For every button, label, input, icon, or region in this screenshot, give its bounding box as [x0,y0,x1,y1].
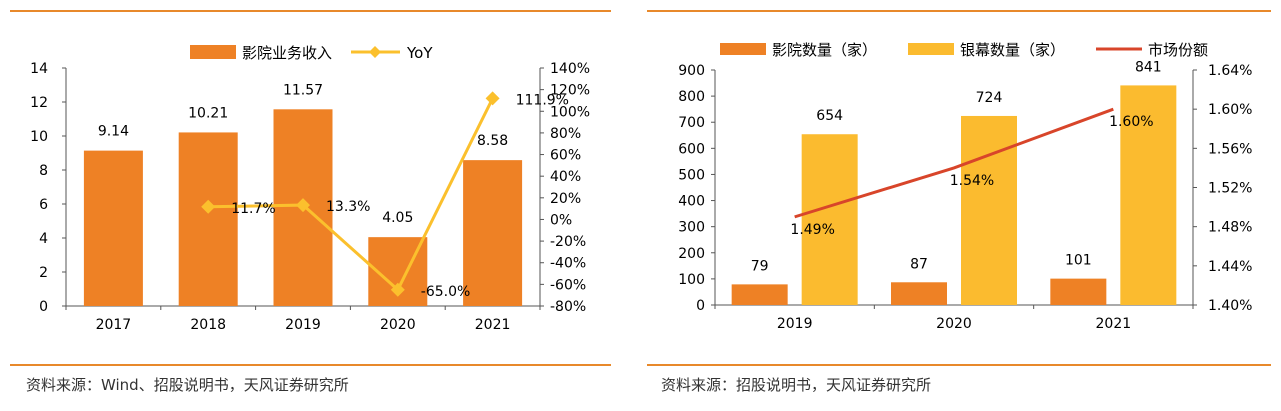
y-right-tick-label: 20% [550,191,581,207]
bar-cinema-count [891,282,947,305]
y-left-tick-label: 8 [39,163,48,179]
y-left-tick-label: 500 [678,167,705,183]
bar-value-label: 654 [816,108,843,124]
bar-value-label: 79 [751,258,769,274]
y-left-tick-label: 200 [678,246,705,262]
source-note: 资料来源：Wind、招股说明书，天风证券研究所 [26,376,349,394]
bar-screen-count [1120,85,1177,306]
yoy-point [201,199,216,214]
bottom-divider [647,364,1271,366]
x-tick-label: 2021 [475,317,511,333]
x-tick-label: 2017 [96,317,132,333]
y-right-tick-label: 1.56% [1208,141,1252,157]
y-right-tick-label: 0% [550,212,572,228]
bar-value-label: 9.14 [98,124,129,140]
y-right-tick-label: 140% [550,61,590,77]
y-right-tick-label: 1.60% [1208,102,1252,118]
bar-cinema-count [1050,278,1107,305]
legend-label-share: 市场份额 [1148,41,1208,59]
y-right-tick-label: -20% [550,234,586,250]
bar-screen-count [801,134,858,305]
y-right-tick-label: -40% [550,256,586,272]
top-divider [10,10,611,12]
y-left-tick-label: 14 [30,61,48,77]
legend-label-yoy: YoY [406,44,433,62]
bar-value-label: 87 [910,256,928,272]
yoy-value-label: -65.0% [421,284,471,300]
legend-swatch-revenue [190,45,236,59]
x-tick-label: 2019 [777,316,813,332]
bar-value-label: 4.05 [382,210,413,226]
y-right-tick-label: 1.40% [1208,298,1252,314]
market-share-label: 1.49% [790,222,834,238]
market-share-label: 1.60% [1109,114,1153,130]
y-right-tick-label: 100% [550,104,590,120]
x-tick-label: 2018 [190,317,226,333]
bar-value-label: 10.21 [188,105,228,121]
bar-screen-count [961,115,1017,305]
legend-swatch-screens [908,43,954,55]
yoy-value-label: 111.9% [516,92,569,108]
y-left-tick-label: 700 [678,115,705,131]
left-chart-panel: 0 2 4 6 8 10 12 14 -80% -60% -40% -20% 0% 20% 40% 60% 80… [0,0,620,411]
bar-cinema-count [731,284,788,305]
bar-revenue [178,132,238,306]
y-left-tick-label: 12 [30,95,48,111]
yoy-value-label: 11.7% [231,201,275,217]
y-right-tick-label: 1.44% [1208,259,1252,275]
bottom-divider [10,364,611,366]
bar-value-label: 724 [976,90,1003,106]
legend-label-cinemas: 影院数量（家） [772,41,877,59]
yoy-point [296,198,310,213]
x-tick-label: 2020 [936,316,972,332]
y-left-tick-label: 300 [678,220,705,236]
y-right-tick-label: 120% [550,83,590,99]
market-share-line [794,107,1114,219]
y-right-tick-label: 40% [550,169,581,185]
y-left-tick-label: 10 [30,129,48,145]
x-tick-label: 2021 [1096,316,1132,332]
y-right-tick-label: 1.64% [1208,63,1252,79]
y-left-tick-label: 100 [678,272,705,288]
yoy-point [485,91,500,106]
right-chart-panel: 0 100 200 300 400 500 600 700 800 900 1.40% 1.44% 1.… [645,0,1281,411]
y-left-tick-label: 6 [39,197,48,213]
bar-value-label: 11.57 [283,82,323,98]
y-left-tick-label: 900 [678,63,705,79]
y-right-tick-label: -80% [550,299,586,315]
legend-label-screens: 银幕数量（家） [960,41,1065,59]
yoy-line [208,97,494,293]
y-left-tick-label: 600 [678,141,705,157]
market-share-label: 1.54% [950,173,994,189]
bar-value-label: 8.58 [477,133,508,149]
bar-value-label: 841 [1135,59,1162,75]
legend-label-revenue: 影院业务收入 [242,44,332,62]
y-right-tick-label: 80% [550,126,581,142]
bar-revenue [83,150,143,306]
y-right-tick-label: -60% [550,277,586,293]
y-left-tick-label: 800 [678,89,705,105]
bar-value-label: 101 [1065,253,1092,269]
y-right-tick-label: 1.52% [1208,181,1252,197]
x-tick-label: 2020 [380,317,416,333]
y-left-tick-label: 4 [39,231,48,247]
y-left-tick-label: 0 [696,298,705,314]
revenue-yoy-chart: 0 2 4 6 8 10 12 14 -80% -60% -40% -20% 0% 20% 40% 60% 80… [30,44,590,333]
y-left-tick-label: 0 [39,299,48,315]
x-tick-label: 2019 [285,317,321,333]
legend-swatch-cinemas [720,43,766,55]
y-left-tick-label: 2 [39,265,48,281]
source-note: 资料来源：招股说明书，天风证券研究所 [661,376,932,394]
bar-revenue [463,160,523,306]
y-right-tick-label: 1.48% [1208,220,1252,236]
y-left-tick-label: 400 [678,194,705,210]
legend-marker-yoy [369,46,381,58]
top-divider [647,10,1271,12]
y-right-tick-label: 60% [550,148,581,164]
yoy-point [390,282,405,297]
yoy-value-label: 13.3% [326,199,370,215]
cinema-screen-share-chart: 0 100 200 300 400 500 600 700 800 900 1.40% 1.44% 1.… [678,41,1252,332]
